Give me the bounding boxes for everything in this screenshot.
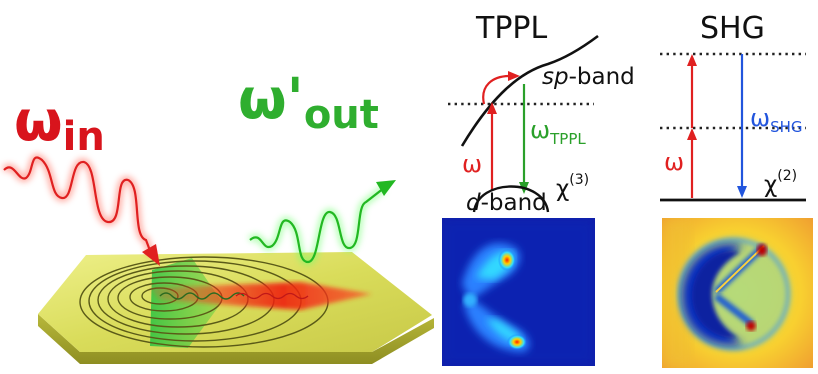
omega-in-subscript: in [63,114,105,160]
omega-in-label: ωin [14,89,105,160]
plate-side [38,314,434,364]
nanostructure-illustration: ωin ω'out [1,67,434,364]
surface-wave [159,292,245,300]
tppl-omega-emit: ωTPPL [530,116,586,148]
tppl-omega-excite: ω [462,150,482,178]
omega-out-label: ω'out [238,67,379,138]
tppl-excite-arrowhead-lower [487,102,497,114]
sp-band-curve [460,34,599,147]
outgoing-wavepacket [247,180,396,266]
shg-omega-emit: ωSHG [750,104,803,136]
d-band-arc [472,185,550,213]
tppl-chi: χ(3) [556,172,589,202]
shg-chi: χ(2) [764,168,797,198]
omega-out-subscript: out [304,92,379,138]
omega-out-symbol: ω' [238,67,304,132]
tppl-diagram: TPPL sp-band ω ωTPPL χ(3) d-band [442,11,635,366]
surface-wave-red [235,292,309,300]
tppl-map-image [442,218,595,366]
shg-emit-arrowhead [737,186,747,198]
tppl-excite-arrowhead-upper [508,71,520,81]
incoming-wavepacket [1,154,160,266]
tppl-title: TPPL [475,11,548,46]
shg-map-image [662,218,813,368]
omega-in-symbol: ω [14,89,63,154]
shg-diagram: SHG ω ωSHG χ(2) [660,11,813,368]
shg-title: SHG [700,11,765,46]
shg-excite-arrowhead-lower [687,128,697,140]
shg-omega-excite: ω [664,148,684,176]
d-band-label: d-band [466,190,547,216]
tppl-excite-arrow-upper [482,74,511,105]
sp-band-label: sp-band [542,64,635,90]
shg-excite-arrowhead-upper [687,54,697,66]
